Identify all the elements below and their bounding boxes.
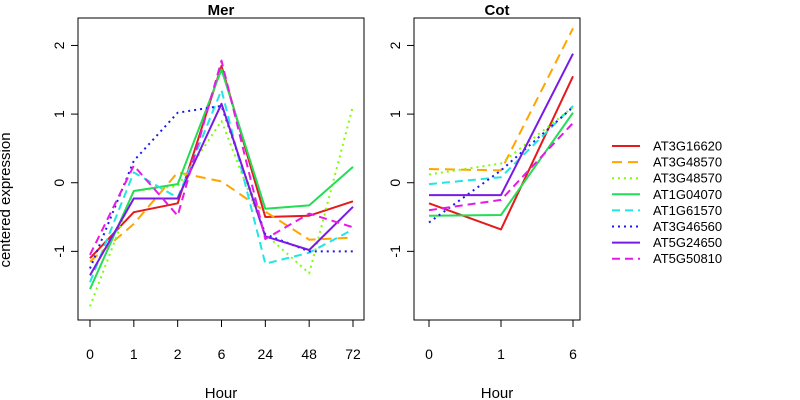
cot-x-tick-label: 6 <box>569 346 577 362</box>
mer-x-tick-label: 48 <box>301 346 317 362</box>
legend-label: AT3G48570 <box>653 171 722 186</box>
cot-series-line-2 <box>428 27 574 172</box>
cot-series-line-8 <box>428 122 574 212</box>
cot-series-line-3 <box>428 106 574 176</box>
mer-y-tick-label: 0 <box>51 179 67 187</box>
cot-x-tick-label: 1 <box>497 346 505 362</box>
mer-x-axis-title: Hour <box>205 385 238 400</box>
cot-y-tick-label: 0 <box>387 179 403 187</box>
legend-label: AT3G46560 <box>653 219 722 234</box>
legend-label: AT3G48570 <box>653 155 722 170</box>
mer-series-line-6 <box>89 104 353 269</box>
labels-layer: Mer 0 1 2 6 24 48 72 Hour -1 0 1 2 Cot 0 1 6 Hour -1 0 1 2 cen… <box>0 2 577 400</box>
cot-y-tick-label: 2 <box>387 41 403 49</box>
y-axis-title: centered expression <box>0 132 14 267</box>
axes-frame-layer <box>71 17 581 327</box>
legend-label: AT5G24650 <box>653 235 722 250</box>
mer-series-line-7 <box>89 102 354 276</box>
cot-y-tick-label: -1 <box>387 245 403 258</box>
mer-y-tick-label: 2 <box>51 41 67 49</box>
mer-x-tick-label: 0 <box>86 346 94 362</box>
mer-plot-frame <box>77 17 365 321</box>
legend-label: AT3G16620 <box>653 139 722 154</box>
legend-label: AT5G50810 <box>653 251 722 266</box>
legend: AT3G16620AT3G48570AT3G48570AT1G04070AT1G… <box>612 139 722 266</box>
mer-y-tick-label: 1 <box>51 110 67 118</box>
cot-panel-title: Cot <box>485 2 510 19</box>
mer-x-tick-label: 2 <box>174 346 182 362</box>
cot-series-line-1 <box>428 75 574 231</box>
mer-series-line-2 <box>89 171 354 263</box>
mer-x-tick-label: 72 <box>345 346 361 362</box>
mer-y-tick-label: -1 <box>51 245 67 258</box>
mer-series-line-4 <box>89 68 354 290</box>
cot-x-axis-title: Hour <box>481 385 514 400</box>
mer-panel-title: Mer <box>208 2 235 19</box>
cot-series-line-4 <box>428 112 574 217</box>
series-lines-layer <box>89 27 574 307</box>
mer-x-tick-label: 6 <box>218 346 226 362</box>
mer-series-line-1 <box>89 65 354 259</box>
legend-label: AT1G04070 <box>653 187 722 202</box>
cot-series-line-5 <box>428 105 574 186</box>
cot-y-tick-label: 1 <box>387 110 403 118</box>
mer-series-line-3 <box>89 105 354 307</box>
cot-series-line-7 <box>429 53 574 197</box>
cot-x-tick-label: 0 <box>425 346 433 362</box>
legend-label: AT1G61570 <box>653 203 722 218</box>
mer-series-line-8 <box>89 59 354 256</box>
mer-x-tick-label: 1 <box>130 346 138 362</box>
mer-series-line-5 <box>89 89 354 283</box>
mer-x-tick-label: 24 <box>258 346 274 362</box>
